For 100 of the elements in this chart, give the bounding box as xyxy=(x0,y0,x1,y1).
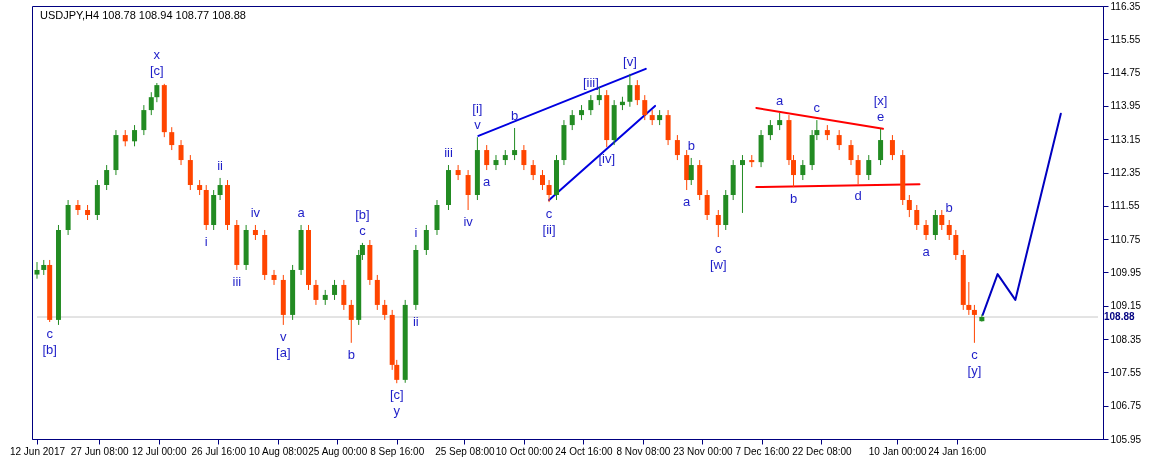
candlestick xyxy=(946,219,952,241)
line-series xyxy=(981,112,1062,316)
x-tick-label: 7 Dec 16:00 xyxy=(735,445,790,457)
annotation: [ii] xyxy=(542,222,556,238)
annotation: d xyxy=(854,188,862,204)
annotation: a xyxy=(683,194,692,210)
annotation: v xyxy=(474,117,482,133)
candlestick xyxy=(382,299,388,321)
annotation: [iii] xyxy=(582,75,599,91)
candlestick xyxy=(423,224,429,256)
candlestick xyxy=(715,209,721,238)
chart-title: USDJPY,H4 108.78 108.94 108.77 108.88 xyxy=(40,9,246,21)
candlestick xyxy=(104,164,110,191)
candlestick xyxy=(767,119,773,141)
candlestick xyxy=(800,159,806,181)
annotation: [iv] xyxy=(598,151,616,167)
candlestick xyxy=(546,179,552,203)
candlestick xyxy=(848,139,854,166)
candlestick xyxy=(271,269,277,286)
candlestick xyxy=(932,209,938,241)
annotation: c xyxy=(715,241,723,257)
x-tick-label: 26 Jul 16:00 xyxy=(191,445,247,457)
candlestick xyxy=(634,79,640,106)
annotation: c xyxy=(46,326,54,342)
candlestick xyxy=(34,261,40,280)
annotation: c xyxy=(971,346,979,362)
annotation: [v] xyxy=(623,53,637,69)
x-tick-label: 23 Nov 00:00 xyxy=(673,445,734,457)
annotation: b xyxy=(687,137,695,153)
y-tick-label: 110.75 xyxy=(1110,233,1141,245)
annotation: b xyxy=(789,191,798,207)
annotation: [a] xyxy=(276,344,291,360)
candlestick xyxy=(154,82,160,103)
candlestick xyxy=(739,154,745,214)
candlestick xyxy=(455,164,461,181)
annotation: iii xyxy=(232,273,242,289)
annotation: i xyxy=(204,233,208,249)
y-tick-label: 116.35 xyxy=(1110,0,1141,12)
y-tick-label: 106.75 xyxy=(1110,400,1142,412)
candlestick xyxy=(530,159,536,181)
annotation: e xyxy=(876,108,885,124)
ref-line-label: 108.88 xyxy=(1104,311,1136,323)
candlestick xyxy=(341,279,347,311)
annotation: [b] xyxy=(355,206,370,222)
y-tick-label: 105.95 xyxy=(1110,433,1142,445)
candlestick xyxy=(132,124,138,147)
candlestick xyxy=(855,154,861,185)
annotation: y xyxy=(393,403,401,419)
candlestick xyxy=(953,229,959,261)
candlestick xyxy=(914,204,920,231)
candlestick xyxy=(178,139,184,166)
candlestick xyxy=(906,194,912,218)
y-tick-label: 107.55 xyxy=(1110,366,1142,378)
x-tick-label: 25 Aug 00:00 xyxy=(308,445,368,457)
candlestick xyxy=(217,177,223,201)
annotation: [c] xyxy=(149,63,164,79)
candlestick xyxy=(484,144,490,171)
candlestick xyxy=(971,304,977,344)
x-tick-label: 8 Sep 16:00 xyxy=(370,445,425,457)
x-tick-label: 25 Sep 08:00 xyxy=(435,445,496,457)
annotation: b xyxy=(945,200,953,215)
candlestick xyxy=(539,169,545,191)
candlestick xyxy=(313,279,319,306)
candlestick xyxy=(688,157,694,186)
annotation: ii xyxy=(217,157,224,173)
candlestick xyxy=(889,134,895,161)
annotation: [x] xyxy=(873,92,888,108)
y-tick-label: 108.35 xyxy=(1110,333,1142,345)
candlestick xyxy=(836,129,842,151)
candlestick xyxy=(674,134,680,161)
candlestick xyxy=(939,209,945,231)
annotation: a xyxy=(297,205,306,220)
candlestick xyxy=(75,199,81,216)
annotation: i xyxy=(414,224,418,240)
candlestick xyxy=(521,144,527,171)
candlestick xyxy=(866,154,872,181)
x-tick-label: 8 Nov 08:00 xyxy=(616,445,671,457)
y-tick-label: 112.35 xyxy=(1110,167,1141,179)
annotation: v xyxy=(280,328,288,344)
candlestick xyxy=(588,94,594,116)
candlestick xyxy=(148,91,154,116)
annotation: a xyxy=(922,243,931,259)
annotation: c xyxy=(359,222,367,238)
y-tick-label: 109.15 xyxy=(1110,300,1142,312)
x-tick-label: 24 Jan 16:00 xyxy=(928,445,987,457)
candlestick xyxy=(465,169,471,211)
annotation: x xyxy=(153,47,161,63)
annotation: iv xyxy=(463,214,474,230)
annotation: b xyxy=(510,107,519,123)
candlestick xyxy=(627,73,633,108)
candlestick xyxy=(512,127,518,161)
annotation: [y] xyxy=(967,362,982,378)
annotation: [i] xyxy=(472,101,483,117)
candlestick xyxy=(642,94,648,121)
candlestick xyxy=(348,299,354,344)
y-tick-label: 113.15 xyxy=(1110,133,1141,145)
candlestick xyxy=(966,281,972,316)
annotation: c xyxy=(813,100,821,116)
y-tick-label: 114.75 xyxy=(1110,67,1141,79)
annotation: b xyxy=(347,346,355,362)
